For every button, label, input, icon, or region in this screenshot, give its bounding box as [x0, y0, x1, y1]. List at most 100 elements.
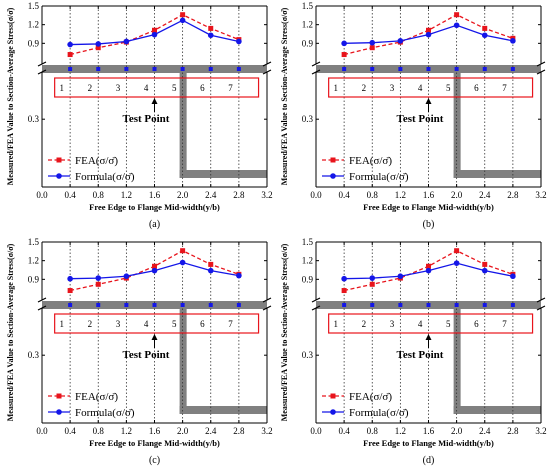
y-tick-label: 1.2	[28, 256, 39, 266]
axis-break-mark	[262, 305, 272, 311]
point-number-1: 1	[333, 83, 338, 93]
point-number-2: 2	[362, 319, 367, 329]
x-tick-label: 2.4	[479, 426, 491, 436]
legend-formula-label: Formula(σ/σ̄)	[349, 171, 409, 183]
x-tick-label: 2.0	[177, 426, 189, 436]
legend: FEA(σ/σ̄) Formula(σ/σ̄)	[48, 391, 135, 419]
band-marker	[454, 303, 459, 307]
legend-fea-label: FEA(σ/σ̄)	[75, 155, 118, 167]
axis-break-mark	[262, 297, 272, 303]
axis-break-mark	[311, 69, 321, 75]
formula-point	[67, 41, 73, 48]
fea-point	[95, 45, 101, 51]
x-tick-label: 1.2	[121, 426, 132, 436]
formula-point	[95, 275, 102, 281]
x-tick-label: 2.0	[451, 190, 463, 200]
x-tick-label: 2.4	[479, 190, 491, 200]
points-frame	[328, 313, 534, 334]
fea-point	[67, 288, 73, 294]
point-number-5: 5	[172, 319, 177, 329]
band-marker	[180, 303, 185, 307]
x-tick-label: 1.6	[423, 190, 435, 200]
formula-series	[67, 259, 242, 282]
point-number-1: 1	[59, 319, 64, 329]
band-marker	[152, 303, 157, 307]
formula-point	[510, 38, 516, 44]
formula-point	[481, 267, 488, 274]
fea-point	[482, 25, 488, 31]
x-tick-label: 2.4	[205, 190, 217, 200]
band-marker	[96, 303, 101, 307]
band-marker	[236, 303, 241, 307]
formula-point	[67, 275, 73, 282]
panel-label: (d)	[423, 455, 435, 466]
x-tick-label: 2.8	[507, 426, 519, 436]
point-number-3: 3	[390, 319, 395, 329]
band-marker	[342, 67, 347, 71]
web-band	[453, 65, 461, 178]
point-number-4: 4	[418, 319, 423, 329]
panel-label: (b)	[423, 219, 435, 230]
test-point-label: Test Point	[397, 113, 444, 125]
axis-break-mark	[536, 61, 546, 67]
x-tick-label: 3.2	[535, 190, 546, 200]
x-tick-label: 2.0	[451, 426, 463, 436]
test-point-label: Test Point	[123, 349, 170, 361]
y-axis-label: Measured/FEA Value to Section-Average St…	[280, 243, 289, 421]
point-number-4: 4	[418, 83, 423, 93]
axis-break-mark	[37, 305, 47, 311]
legend: FEA(σ/σ̄) Formula(σ/σ̄)	[48, 155, 135, 183]
y-axis-label: Measured/FEA Value to Section-Average St…	[6, 7, 15, 185]
arrow-head	[425, 98, 432, 104]
legend-formula-marker	[56, 409, 62, 415]
axis-break-mark	[311, 61, 321, 67]
formula-point	[151, 31, 158, 38]
band-marker	[510, 67, 515, 71]
legend-fea-marker	[56, 157, 62, 163]
x-tick-label: 0.4	[65, 190, 77, 200]
point-number-2: 2	[88, 319, 93, 329]
band-marker	[482, 67, 487, 71]
test-point-label: Test Point	[397, 349, 444, 361]
x-tick-label: 1.6	[423, 426, 435, 436]
axis-break-mark	[262, 69, 272, 75]
y-tick-label: 1.5	[302, 237, 314, 247]
point-number-2: 2	[88, 83, 93, 93]
formula-point	[481, 32, 488, 39]
x-tick-label: 2.8	[507, 190, 519, 200]
axis-break-mark	[37, 69, 47, 75]
y-axis-label: Measured/FEA Value to Section-Average St…	[280, 7, 289, 185]
band-marker	[96, 67, 101, 71]
band-marker	[398, 303, 403, 307]
fea-point	[208, 261, 214, 267]
point-number-5: 5	[446, 319, 451, 329]
x-axis-label: Free Edge to Flange Mid-width(y/b)	[89, 202, 220, 212]
formula-point	[207, 267, 214, 274]
point-number-7: 7	[228, 319, 233, 329]
point-number-7: 7	[502, 319, 507, 329]
x-tick-label: 0.8	[93, 190, 105, 200]
x-tick-label: 3.2	[535, 426, 546, 436]
fea-point	[180, 12, 186, 18]
bottom-flange-band	[179, 170, 267, 178]
fea-point	[426, 263, 431, 269]
band-marker	[426, 67, 431, 71]
x-tick-label: 1.2	[395, 426, 406, 436]
fea-point	[67, 52, 73, 58]
band-marker	[124, 67, 129, 71]
legend: FEA(σ/σ̄) Formula(σ/σ̄)	[322, 155, 409, 183]
fea-point	[95, 281, 101, 287]
fea-point	[369, 45, 375, 51]
formula-series	[67, 17, 242, 48]
band-marker	[370, 67, 375, 71]
band-marker	[68, 67, 73, 71]
y-tick-label: 0.9	[302, 274, 314, 284]
formula-point	[341, 40, 347, 47]
y-tick-label: 0.9	[28, 274, 40, 284]
x-tick-label: 0.4	[65, 426, 77, 436]
formula-point	[453, 260, 460, 266]
formula-point	[369, 275, 376, 281]
axes: 0.9 1.2 1.5 0.3 0.0 0.4 0.8 1.2 1.6 2.0 2.4 2.8 3.2 F…	[280, 237, 547, 448]
y-tick-label: 0.3	[302, 114, 314, 124]
fea-point	[454, 248, 460, 254]
